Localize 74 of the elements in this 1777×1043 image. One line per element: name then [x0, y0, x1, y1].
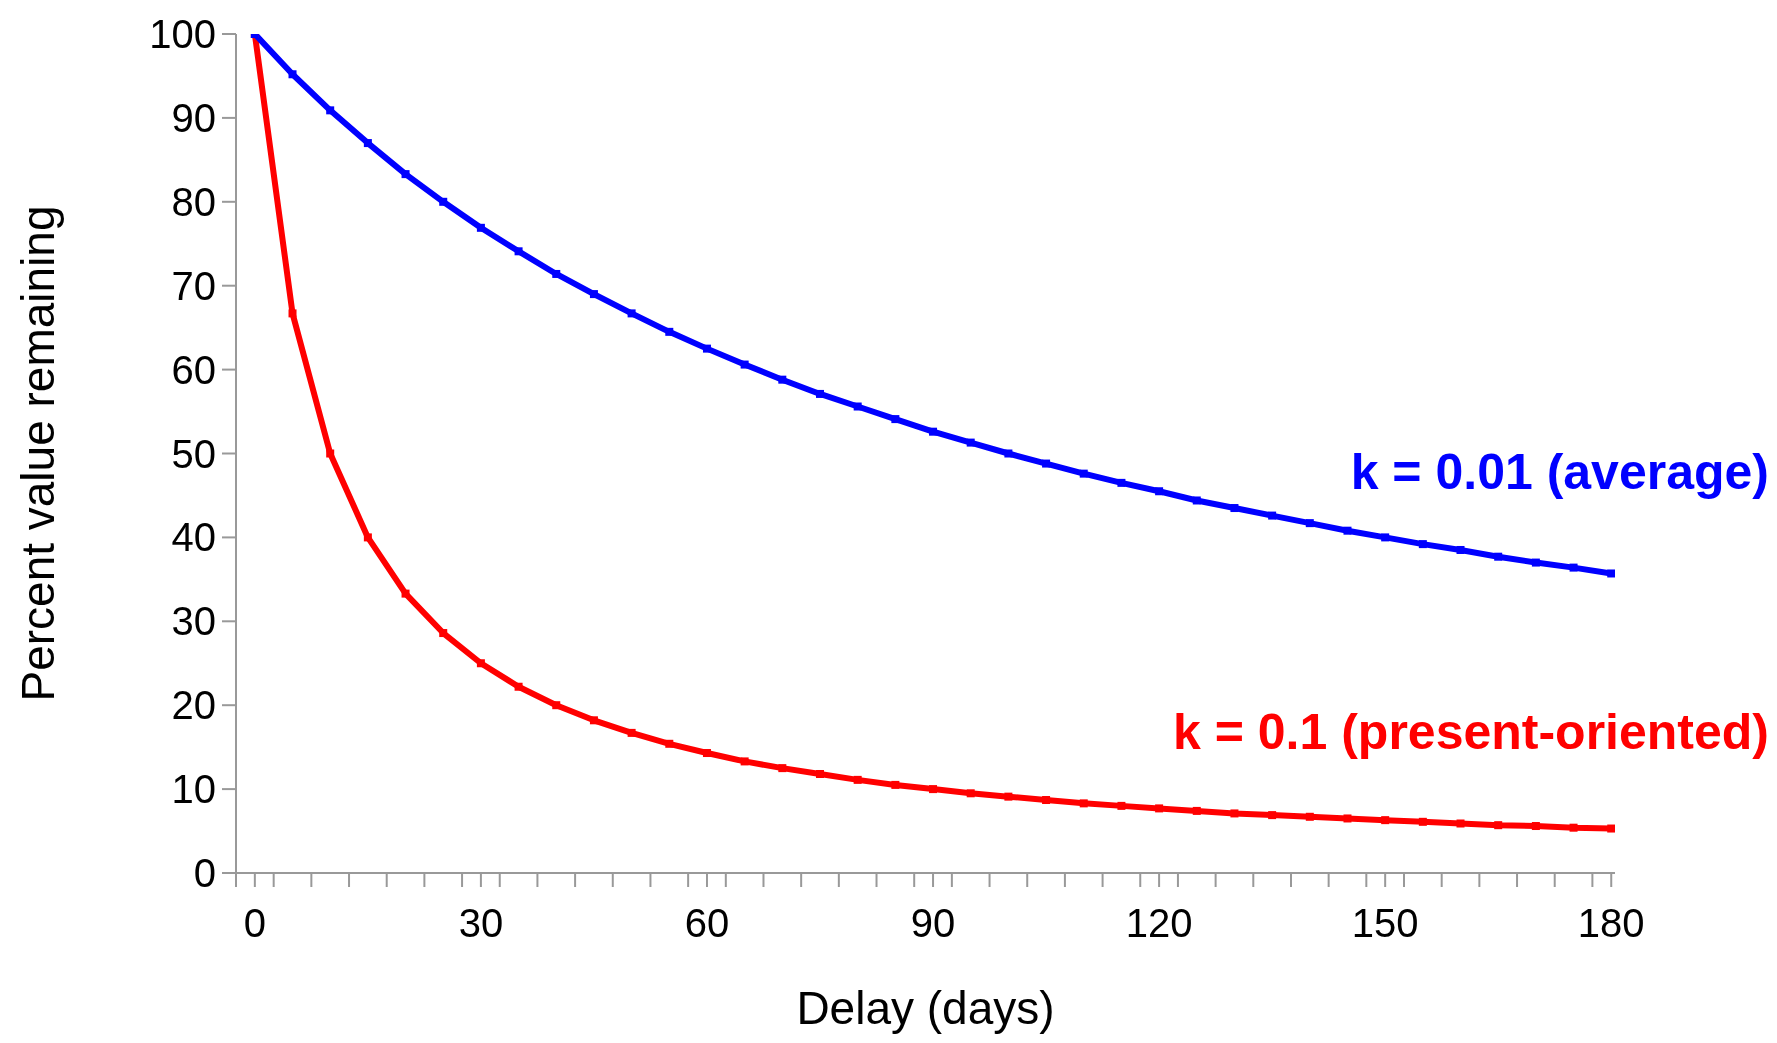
point — [363, 139, 372, 148]
point — [740, 757, 749, 766]
y-tick-label: 30 — [171, 599, 216, 644]
point — [401, 170, 410, 179]
point — [1230, 809, 1239, 818]
point — [853, 402, 862, 411]
point — [326, 106, 335, 115]
point — [778, 764, 787, 773]
point — [401, 589, 410, 598]
point — [439, 197, 448, 206]
point — [778, 375, 787, 384]
point — [740, 360, 749, 369]
point — [853, 775, 862, 784]
point — [665, 327, 674, 336]
point — [1305, 519, 1314, 528]
point — [966, 438, 975, 447]
point — [1343, 526, 1352, 535]
series-label: k = 0.01 (average) — [1350, 443, 1769, 502]
point — [891, 780, 900, 789]
y-tick-label: 100 — [149, 12, 216, 56]
point — [1155, 804, 1164, 813]
point — [627, 309, 636, 318]
point — [1456, 545, 1465, 554]
point — [514, 682, 523, 691]
point — [439, 629, 448, 638]
x-tick-label: 30 — [458, 901, 504, 945]
point — [1117, 478, 1126, 487]
point — [627, 728, 636, 737]
x-tick-label: 120 — [1125, 901, 1193, 945]
point — [665, 739, 674, 748]
x-tick-label: 180 — [1577, 901, 1645, 945]
point — [476, 223, 485, 232]
point — [363, 533, 372, 542]
y-tick-label: 60 — [171, 347, 216, 392]
point — [1230, 504, 1239, 513]
point — [1607, 569, 1615, 578]
point — [929, 427, 938, 436]
point — [1004, 449, 1013, 458]
point — [552, 269, 561, 278]
point — [1607, 824, 1615, 833]
point — [1418, 540, 1427, 549]
y-tick-label: 0 — [193, 851, 216, 895]
point — [1268, 511, 1277, 520]
y-tick-label: 20 — [171, 683, 216, 728]
point — [326, 449, 335, 458]
point — [891, 415, 900, 424]
point — [552, 701, 561, 710]
point — [288, 309, 297, 318]
y-tick-label: 80 — [171, 179, 216, 224]
x-tick-label: 150 — [1351, 901, 1419, 945]
x-tick-label: 0 — [243, 901, 266, 945]
point — [589, 716, 598, 725]
point — [288, 70, 297, 79]
point — [514, 247, 523, 256]
point — [1192, 496, 1201, 505]
point — [1042, 459, 1051, 468]
series-label: k = 0.1 (present-oriented) — [1173, 702, 1769, 761]
point — [702, 344, 711, 353]
point — [589, 290, 598, 299]
y-tick-label: 10 — [171, 767, 216, 812]
x-tick-label: 90 — [910, 901, 956, 945]
x-tick-label: 60 — [684, 901, 730, 945]
point — [1155, 487, 1164, 496]
point — [476, 659, 485, 668]
y-tick-label: 90 — [171, 95, 216, 140]
y-tick-label: 40 — [171, 515, 216, 560]
point — [816, 770, 824, 778]
y-tick-label: 70 — [171, 263, 216, 308]
y-axis-title: Percent value remaining — [12, 205, 64, 702]
y-tick-label: 50 — [171, 431, 216, 476]
point — [816, 389, 824, 398]
x-axis-title: Delay (days) — [796, 982, 1055, 1034]
point — [1079, 469, 1088, 478]
point — [1569, 563, 1578, 572]
